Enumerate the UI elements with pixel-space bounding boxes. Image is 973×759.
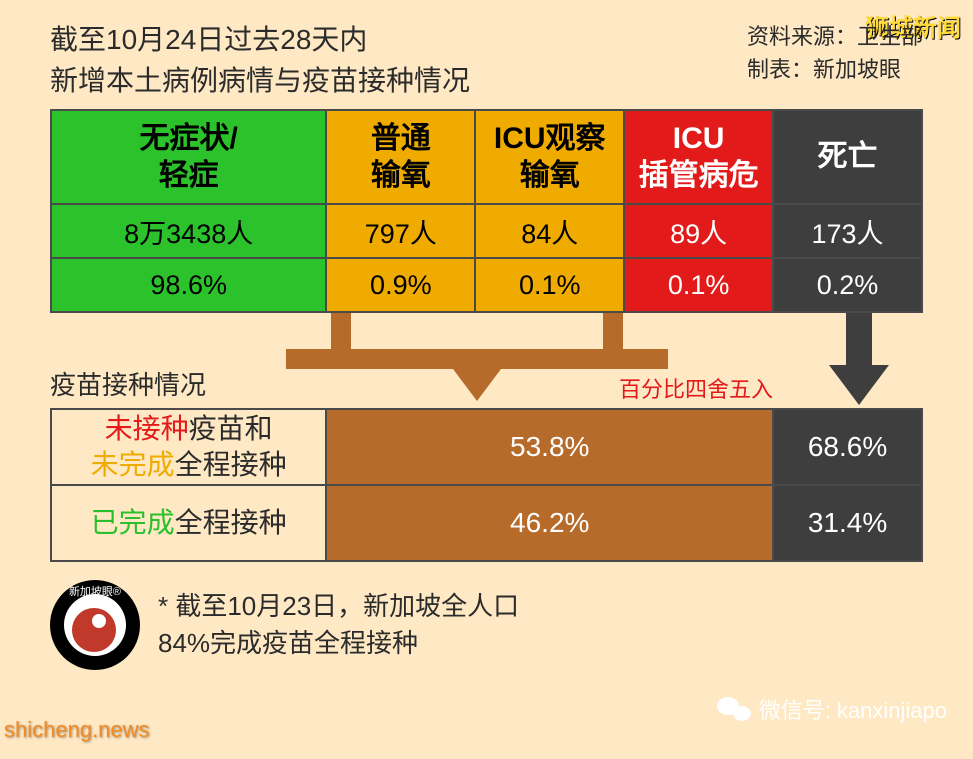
arrows-area: 疫苗接种情况 百分比四舍五入	[50, 313, 923, 408]
severity-pct-2: 0.1%	[475, 258, 624, 312]
severity-header-0: 无症状/轻症	[51, 110, 326, 204]
watermark-bottom: shicheng.news	[4, 717, 150, 743]
severity-count-4: 173人	[773, 204, 922, 258]
vacc-right-0: 68.6%	[773, 409, 922, 485]
severity-header-4: 死亡	[773, 110, 922, 204]
footnote: * 截至10月23日，新加坡全人口 84%完成疫苗全程接种	[158, 588, 519, 663]
source-block: 资料来源：卫生部 制表：新加坡眼	[747, 20, 923, 86]
bracket-arrowhead	[447, 361, 507, 401]
vacc-row-label-0: 未接种疫苗和未完成全程接种	[51, 409, 326, 485]
vacc-mid-1: 46.2%	[326, 485, 773, 561]
merge-bracket-arrow	[286, 313, 668, 408]
rounding-note: 百分比四舍五入	[619, 372, 773, 404]
severity-count-3: 89人	[624, 204, 773, 258]
severity-count-2: 84人	[475, 204, 624, 258]
footnote-line-1: * 截至10月23日，新加坡全人口	[158, 588, 519, 626]
severity-header-3: ICU插管病危	[624, 110, 773, 204]
wechat-icon	[717, 695, 751, 723]
header: 截至10月24日过去28天内 新增本土病例病情与疫苗接种情况 资料来源：卫生部 …	[50, 20, 923, 101]
death-arrow-shaft	[846, 313, 872, 365]
severity-header-2: ICU观察输氧	[475, 110, 624, 204]
footnote-line-2: 84%完成疫苗全程接种	[158, 625, 519, 663]
death-arrowhead	[829, 365, 889, 405]
title-block: 截至10月24日过去28天内 新增本土病例病情与疫苗接种情况	[50, 20, 470, 101]
vacc-mid-0: 53.8%	[326, 409, 773, 485]
wechat-label: 微信号: kanxinjiapo	[759, 693, 947, 725]
severity-pct-3: 0.1%	[624, 258, 773, 312]
title-line-1: 截至10月24日过去28天内	[50, 20, 470, 61]
chartby-line: 制表：新加坡眼	[747, 53, 923, 86]
title-line-2: 新增本土病例病情与疫苗接种情况	[50, 61, 470, 102]
vacc-row-label-1: 已完成全程接种	[51, 485, 326, 561]
vacc-right-1: 31.4%	[773, 485, 922, 561]
severity-count-1: 797人	[326, 204, 475, 258]
death-arrow	[829, 313, 889, 408]
content: 截至10月24日过去28天内 新增本土病例病情与疫苗接种情况 资料来源：卫生部 …	[0, 0, 973, 759]
wechat-tag: 微信号: kanxinjiapo	[717, 693, 947, 725]
publisher-logo: 新加坡眼®	[50, 580, 140, 670]
severity-header-1: 普通输氧	[326, 110, 475, 204]
vaccination-subtitle: 疫苗接种情况	[50, 365, 206, 402]
severity-pct-4: 0.2%	[773, 258, 922, 312]
source-line: 资料来源：卫生部	[747, 20, 923, 53]
severity-pct-1: 0.9%	[326, 258, 475, 312]
footer: 新加坡眼® * 截至10月23日，新加坡全人口 84%完成疫苗全程接种	[50, 580, 923, 670]
severity-pct-0: 98.6%	[51, 258, 326, 312]
vaccination-table: 未接种疫苗和未完成全程接种53.8%68.6% 已完成全程接种46.2%31.4%	[50, 408, 923, 562]
severity-count-0: 8万3438人	[51, 204, 326, 258]
severity-table: 无症状/轻症普通输氧ICU观察输氧ICU插管病危死亡 8万3438人797人84…	[50, 109, 923, 313]
